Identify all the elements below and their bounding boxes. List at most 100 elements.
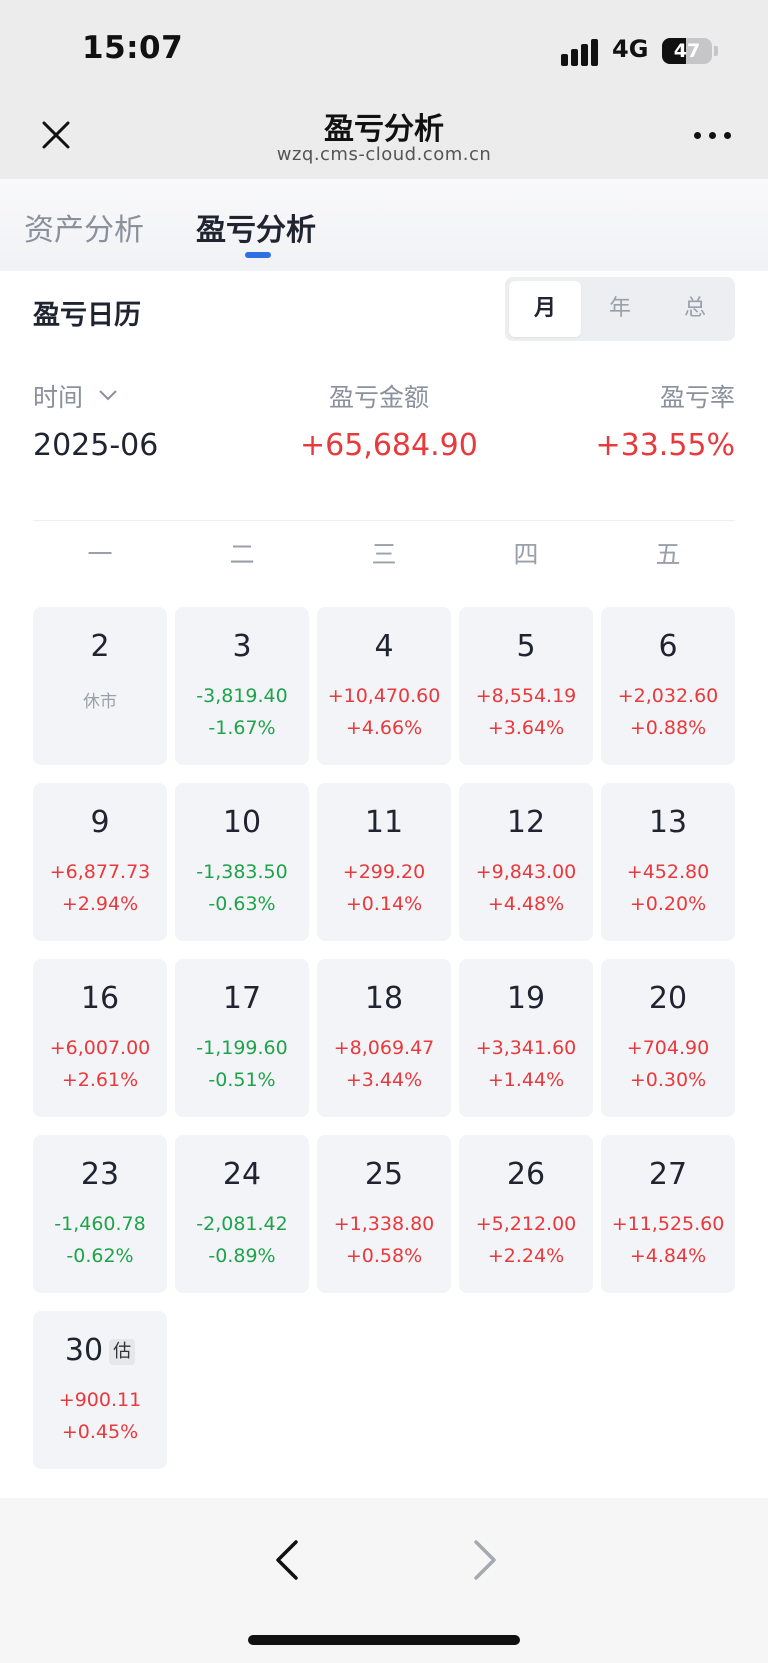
day-number: 30 估	[33, 1333, 167, 1368]
day-number: 17	[175, 981, 309, 1016]
day-number: 24	[175, 1157, 309, 1192]
weekday-mon: 一	[87, 540, 113, 569]
selected-month[interactable]: 2025-06	[33, 428, 159, 463]
day-profit-amount: +6,877.73	[49, 861, 151, 883]
rate-label: 盈亏率	[659, 383, 735, 412]
day-number: 26	[459, 1157, 593, 1192]
day-number: 13	[601, 805, 735, 840]
page-title: 盈亏分析	[324, 112, 444, 147]
page-domain: wzq.cms-cloud.com.cn	[276, 144, 492, 165]
bottom-toolbar	[0, 1498, 768, 1663]
estimate-badge: 估	[109, 1338, 136, 1365]
day-profit-rate: +4.48%	[487, 893, 565, 915]
period-year-option[interactable]: 年	[608, 296, 631, 321]
tab-profit-analysis[interactable]: 盈亏分析	[196, 213, 316, 248]
day-profit-rate: +1.44%	[487, 1069, 565, 1091]
day-profit-rate: +4.66%	[345, 717, 423, 739]
calendar-day-cell[interactable]: 12 +9,843.00 +4.48%	[459, 783, 593, 941]
day-profit-rate: +0.14%	[345, 893, 423, 915]
day-profit-amount: -2,081.42	[196, 1213, 288, 1235]
calendar-day-cell[interactable]: 20 +704.90 +0.30%	[601, 959, 735, 1117]
calendar-day-cell[interactable]: 4 +10,470.60 +4.66%	[317, 607, 451, 765]
calendar-day-cell[interactable]: 5 +8,554.19 +3.64%	[459, 607, 593, 765]
period-month-option[interactable]: 月	[509, 281, 581, 337]
weekday-tue: 二	[229, 540, 255, 569]
calendar-day-cell[interactable]: 25 +1,338.80 +0.58%	[317, 1135, 451, 1293]
weekday-thu: 四	[513, 540, 539, 569]
day-number-text: 25	[364, 1157, 404, 1192]
chevron-down-icon[interactable]	[98, 389, 118, 401]
day-number: 18	[317, 981, 451, 1016]
day-number: 20	[601, 981, 735, 1016]
day-profit-amount: +8,069.47	[333, 1037, 435, 1059]
nav-bar: 盈亏分析 wzq.cms-cloud.com.cn	[0, 92, 768, 179]
day-profit-rate: -0.89%	[208, 1245, 276, 1267]
day-number-text: 3	[232, 629, 252, 664]
day-profit-amount: +452.80	[626, 861, 710, 883]
day-profit-amount: +704.90	[626, 1037, 710, 1059]
day-number: 9	[33, 805, 167, 840]
day-number-text: 9	[90, 805, 110, 840]
calendar-day-cell[interactable]: 10 -1,383.50 -0.63%	[175, 783, 309, 941]
period-total-option[interactable]: 总	[683, 296, 706, 321]
day-number-text: 18	[364, 981, 404, 1016]
cellular-signal-icon	[561, 36, 601, 66]
day-profit-amount: +2,032.60	[617, 685, 719, 707]
day-number-text: 2	[90, 629, 110, 664]
day-profit-rate: +0.30%	[629, 1069, 707, 1091]
calendar-day-cell[interactable]: 19 +3,341.60 +1.44%	[459, 959, 593, 1117]
more-icon[interactable]	[694, 132, 732, 140]
day-number: 5	[459, 629, 593, 664]
day-profit-rate: +4.84%	[629, 1245, 707, 1267]
back-arrow-icon[interactable]	[272, 1538, 302, 1582]
calendar-day-cell[interactable]: 13 +452.80 +0.20%	[601, 783, 735, 941]
day-profit-rate: +2.24%	[487, 1245, 565, 1267]
calendar-day-cell[interactable]: 26 +5,212.00 +2.24%	[459, 1135, 593, 1293]
calendar-day-cell[interactable]: 16 +6,007.00 +2.61%	[33, 959, 167, 1117]
battery-icon: 47	[662, 38, 718, 64]
tab-asset-analysis[interactable]: 资产分析	[24, 213, 144, 248]
calendar-day-cell[interactable]: 9 +6,877.73 +2.94%	[33, 783, 167, 941]
weekday-wed: 三	[371, 540, 397, 569]
network-type: 4G	[612, 35, 649, 63]
day-profit-rate: +0.58%	[345, 1245, 423, 1267]
calendar-day-cell[interactable]: 11 +299.20 +0.14%	[317, 783, 451, 941]
day-profit-amount: +299.20	[342, 861, 426, 883]
time-label[interactable]: 时间	[33, 383, 84, 412]
day-profit-rate: +0.20%	[629, 893, 707, 915]
day-number: 12	[459, 805, 593, 840]
calendar-day-cell[interactable]: 27 +11,525.60 +4.84%	[601, 1135, 735, 1293]
day-profit-rate: -0.51%	[208, 1069, 276, 1091]
calendar-day-cell[interactable]: 2 休市	[33, 607, 167, 765]
active-tab-indicator	[245, 252, 271, 258]
day-profit-rate: -0.63%	[208, 893, 276, 915]
day-profit-rate: +2.61%	[61, 1069, 139, 1091]
day-number-text: 24	[222, 1157, 262, 1192]
weekday-fri: 五	[655, 540, 681, 569]
day-number: 10	[175, 805, 309, 840]
calendar-day-cell[interactable]: 30 估 +900.11 +0.45%	[33, 1311, 167, 1469]
close-icon[interactable]	[38, 117, 74, 153]
day-number: 23	[33, 1157, 167, 1192]
day-profit-amount: -1,199.60	[196, 1037, 288, 1059]
calendar-day-cell[interactable]: 3 -3,819.40 -1.67%	[175, 607, 309, 765]
forward-arrow-icon[interactable]	[470, 1538, 500, 1582]
calendar-day-cell[interactable]: 24 -2,081.42 -0.89%	[175, 1135, 309, 1293]
day-number-text: 20	[648, 981, 688, 1016]
day-profit-amount: +10,470.60	[327, 685, 441, 707]
home-indicator	[248, 1635, 520, 1645]
market-closed-label: 休市	[83, 692, 117, 712]
day-profit-amount: +9,843.00	[475, 861, 577, 883]
day-number-text: 6	[658, 629, 678, 664]
day-number-text: 4	[374, 629, 394, 664]
day-number-text: 27	[648, 1157, 688, 1192]
calendar-day-cell[interactable]: 23 -1,460.78 -0.62%	[33, 1135, 167, 1293]
day-number: 19	[459, 981, 593, 1016]
day-profit-amount: +6,007.00	[49, 1037, 151, 1059]
day-profit-rate: -0.62%	[66, 1245, 134, 1267]
calendar-day-cell[interactable]: 6 +2,032.60 +0.88%	[601, 607, 735, 765]
calendar-day-cell[interactable]: 18 +8,069.47 +3.44%	[317, 959, 451, 1117]
day-number: 3	[175, 629, 309, 664]
day-profit-amount: +5,212.00	[475, 1213, 577, 1235]
calendar-day-cell[interactable]: 17 -1,199.60 -0.51%	[175, 959, 309, 1117]
